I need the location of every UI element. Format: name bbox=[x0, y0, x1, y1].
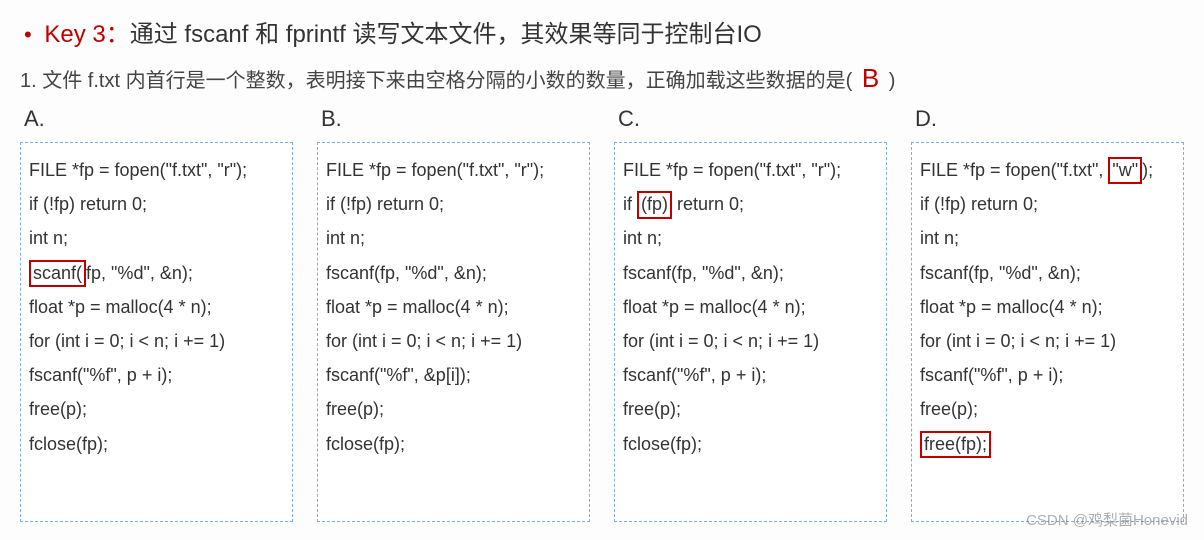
question-number: 1. bbox=[20, 70, 37, 92]
code-line: fscanf("%f", p + i); bbox=[29, 358, 284, 392]
code-text: return 0; bbox=[672, 194, 744, 214]
code-line: for (int i = 0; i < n; i += 1) bbox=[29, 324, 284, 358]
option-d-code: FILE *fp = fopen("f.txt", "w"); if (!fp)… bbox=[911, 142, 1184, 522]
code-line: float *p = malloc(4 * n); bbox=[326, 290, 581, 324]
code-line: free(p); bbox=[920, 392, 1175, 426]
option-d-label: D. bbox=[915, 106, 1184, 132]
code-line: if (fp) return 0; bbox=[623, 187, 878, 221]
code-line: free(p); bbox=[29, 392, 284, 426]
option-a-label: A. bbox=[24, 106, 293, 132]
error-highlight: free(fp); bbox=[920, 431, 991, 458]
code-line: fclose(fp); bbox=[326, 427, 581, 461]
code-line: if (!fp) return 0; bbox=[29, 187, 284, 221]
code-line: fclose(fp); bbox=[29, 427, 284, 461]
option-a-code: FILE *fp = fopen("f.txt", "r"); if (!fp)… bbox=[20, 142, 293, 522]
code-line: for (int i = 0; i < n; i += 1) bbox=[623, 324, 878, 358]
question-close: ) bbox=[889, 70, 896, 92]
code-line: if (!fp) return 0; bbox=[326, 187, 581, 221]
option-d: D. FILE *fp = fopen("f.txt", "w"); if (!… bbox=[911, 106, 1184, 522]
key-label: Key 3 bbox=[44, 21, 105, 48]
code-line: FILE *fp = fopen("f.txt", "w"); bbox=[920, 153, 1175, 187]
code-text: FILE *fp = fopen("f.txt", bbox=[920, 160, 1108, 180]
code-line: for (int i = 0; i < n; i += 1) bbox=[326, 324, 581, 358]
option-b-code: FILE *fp = fopen("f.txt", "r"); if (!fp)… bbox=[317, 142, 590, 522]
code-line: float *p = malloc(4 * n); bbox=[920, 290, 1175, 324]
key-colon: ： bbox=[106, 21, 130, 48]
code-text: ); bbox=[1142, 160, 1153, 180]
code-line: fclose(fp); bbox=[623, 427, 878, 461]
option-a: A. FILE *fp = fopen("f.txt", "r"); if (!… bbox=[20, 106, 293, 522]
option-c-label: C. bbox=[618, 106, 887, 132]
code-line: fscanf(fp, "%d", &n); bbox=[326, 256, 581, 290]
option-b: B. FILE *fp = fopen("f.txt", "r"); if (!… bbox=[317, 106, 590, 522]
code-line: free(fp); bbox=[920, 427, 1175, 461]
code-line: FILE *fp = fopen("f.txt", "r"); bbox=[326, 153, 581, 187]
code-line: float *p = malloc(4 * n); bbox=[623, 290, 878, 324]
code-line: FILE *fp = fopen("f.txt", "r"); bbox=[623, 153, 878, 187]
code-line: FILE *fp = fopen("f.txt", "r"); bbox=[29, 153, 284, 187]
error-highlight: "w" bbox=[1108, 157, 1142, 184]
key-text: 通过 fscanf 和 fprintf 读写文本文件，其效果等同于控制台IO bbox=[130, 21, 762, 48]
code-line: int n; bbox=[623, 221, 878, 255]
code-text: fp, "%d", &n); bbox=[86, 263, 193, 283]
question-answer: B bbox=[862, 63, 879, 93]
option-c: C. FILE *fp = fopen("f.txt", "r"); if (f… bbox=[614, 106, 887, 522]
code-line: fscanf("%f", p + i); bbox=[623, 358, 878, 392]
code-line: fscanf("%f", p + i); bbox=[920, 358, 1175, 392]
option-b-label: B. bbox=[321, 106, 590, 132]
key-heading: • Key 3：通过 fscanf 和 fprintf 读写文本文件，其效果等同… bbox=[24, 14, 1186, 49]
bullet-icon: • bbox=[24, 22, 32, 47]
code-line: fscanf(fp, "%d", &n); bbox=[623, 256, 878, 290]
code-line: free(p); bbox=[326, 392, 581, 426]
option-c-code: FILE *fp = fopen("f.txt", "r"); if (fp) … bbox=[614, 142, 887, 522]
question-text: 文件 f.txt 内首行是一个整数，表明接下来由空格分隔的小数的数量，正确加载这… bbox=[42, 70, 852, 92]
code-line: for (int i = 0; i < n; i += 1) bbox=[920, 324, 1175, 358]
code-line: int n; bbox=[29, 221, 284, 255]
question-line: 1. 文件 f.txt 内首行是一个整数，表明接下来由空格分隔的小数的数量，正确… bbox=[20, 63, 1186, 94]
code-line: fscanf(fp, "%d", &n); bbox=[920, 256, 1175, 290]
code-line: free(p); bbox=[623, 392, 878, 426]
error-highlight: scanf( bbox=[29, 260, 86, 287]
error-highlight: (fp) bbox=[637, 191, 672, 218]
code-text: if bbox=[623, 194, 637, 214]
code-line: fscanf("%f", &p[i]); bbox=[326, 358, 581, 392]
code-line: if (!fp) return 0; bbox=[920, 187, 1175, 221]
code-line: scanf(fp, "%d", &n); bbox=[29, 256, 284, 290]
code-line: int n; bbox=[920, 221, 1175, 255]
code-line: float *p = malloc(4 * n); bbox=[29, 290, 284, 324]
code-line: int n; bbox=[326, 221, 581, 255]
options-row: A. FILE *fp = fopen("f.txt", "r"); if (!… bbox=[18, 106, 1186, 522]
